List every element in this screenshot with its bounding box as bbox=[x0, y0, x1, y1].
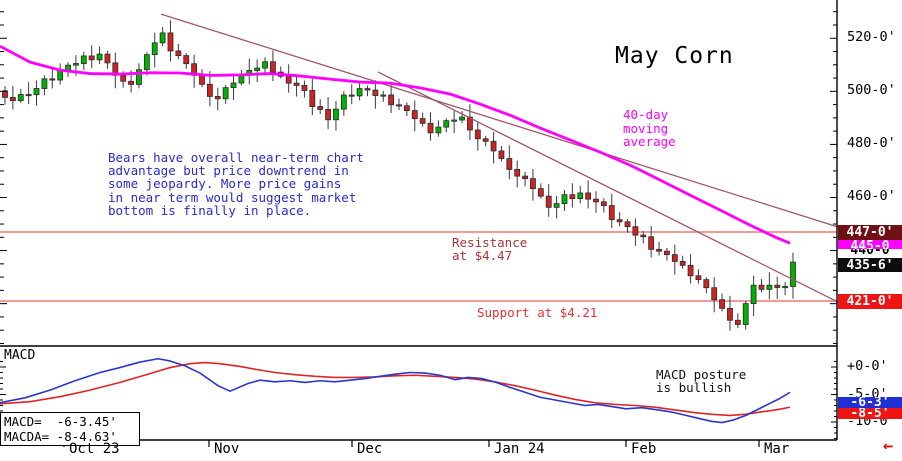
price-flag: 435-6' bbox=[838, 258, 902, 272]
chart-title: May Corn bbox=[615, 43, 734, 69]
scroll-left-arrow-icon[interactable]: ← bbox=[883, 436, 894, 456]
month-axis-label: Nov bbox=[214, 441, 240, 457]
price-flag-text: 447-0' bbox=[846, 225, 894, 240]
month-axis-label: Dec bbox=[357, 441, 383, 457]
price-flag: 421-0' bbox=[838, 294, 902, 309]
analyst-annotation: Bears have overall near-term chart advan… bbox=[108, 150, 364, 218]
price-flag-text: 445-0 bbox=[850, 240, 890, 249]
price-axis-tick-label: 520-0' bbox=[847, 29, 896, 46]
price-flag-text: 435-6' bbox=[846, 258, 894, 272]
month-axis-label: Jan 24 bbox=[494, 441, 545, 457]
price-axis-tick-label: 500-0' bbox=[847, 82, 896, 99]
price-flag: 440-0 bbox=[838, 249, 902, 258]
macd-panel-label: MACD bbox=[4, 348, 36, 363]
macd-flag-text: -8-5' bbox=[850, 408, 890, 419]
resistance-label: Resistance at $4.47 bbox=[452, 235, 528, 263]
macd-flag-text: -6-3' bbox=[850, 397, 890, 408]
ma40-label: 40-day moving average bbox=[623, 107, 676, 149]
support-label: Support at $4.21 bbox=[477, 305, 598, 320]
macd-value-flag: -6-3' bbox=[838, 397, 902, 408]
price-flag-text: 421-0' bbox=[846, 294, 894, 309]
price-flag-text: 440-0 bbox=[850, 249, 890, 258]
price-axis-tick-label: 480-0' bbox=[847, 135, 896, 152]
month-axis-label: Mar bbox=[764, 441, 790, 457]
month-axis-label: Oct 23 bbox=[69, 441, 120, 457]
macd-axis-tick-label: +0-0' bbox=[847, 358, 888, 374]
price-axis-tick-label: 460-0' bbox=[847, 188, 896, 205]
month-axis-label: Feb bbox=[631, 441, 657, 457]
macd-posture-note: MACD posture is bullish bbox=[656, 367, 747, 395]
macd-readout-box: MACD= -6-3.45' MACDA= -8-4.63' bbox=[0, 412, 140, 446]
price-flag: 447-0' bbox=[838, 225, 902, 240]
macd-value-flag: -8-5' bbox=[838, 408, 902, 419]
price-flag: 445-0 bbox=[838, 240, 902, 249]
